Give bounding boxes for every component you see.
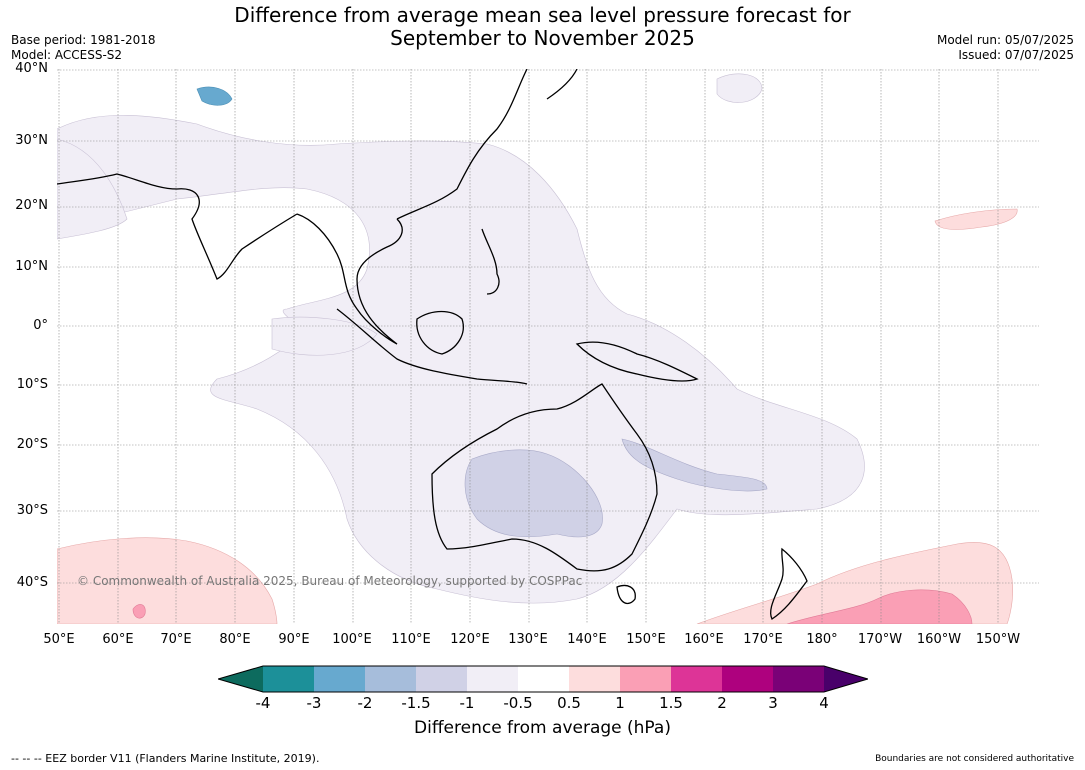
colorbar-tick: 2: [717, 694, 727, 712]
colorbar-swatch: [671, 666, 722, 692]
colorbar-tick: 4: [819, 694, 829, 712]
coastline-philippines: [481, 228, 500, 295]
lon-label: 60°E: [102, 632, 134, 647]
coastline-china: [396, 69, 528, 220]
lon-label: 150°W: [975, 632, 1021, 647]
colorbar-tick: 1: [615, 694, 625, 712]
colorbar-swatch: [773, 666, 824, 692]
lat-label: 30°S: [16, 503, 48, 518]
lon-label: 50°E: [43, 632, 75, 647]
lon-label: 80°E: [219, 632, 251, 647]
colorbar-label: Difference from average (hPa): [414, 718, 671, 738]
colorbar-swatch: [263, 666, 314, 692]
anomaly-negative-light-patch-india: [57, 138, 128, 240]
colorbar-swatch: [365, 666, 416, 692]
lon-label: 110°E: [391, 632, 431, 647]
coastlines: [57, 69, 808, 620]
model-run: Model run: 05/07/2025: [936, 33, 1074, 47]
anomaly-negative-strong-himalaya: [196, 86, 233, 106]
lon-label: 90°E: [278, 632, 310, 647]
colorbar-tick: -3: [306, 694, 322, 712]
title-line-2: September to November 2025: [390, 26, 695, 50]
gridlines: [57, 69, 1039, 624]
anomaly-shading: [57, 73, 1018, 624]
anomaly-positive-light-hawaii: [934, 208, 1018, 230]
anomaly-negative-light-region: [57, 115, 865, 604]
colorbar-swatch: [518, 666, 569, 692]
lat-label: 10°S: [16, 377, 48, 392]
anomaly-positive-mid-southwest-dot: [132, 604, 146, 619]
lon-label: 70°E: [160, 632, 192, 647]
anomaly-positive-light-southwest: [57, 537, 278, 624]
colorbar-swatch: [416, 666, 467, 692]
colorbar-tick: -0.5: [503, 694, 533, 712]
lat-label: 20°S: [16, 437, 48, 452]
anomaly-negative-mid-coral-sea: [621, 438, 768, 492]
colorbar-tick: -1: [459, 694, 475, 712]
lat-label: 20°N: [15, 198, 48, 213]
model-name: Model: ACCESS-S2: [11, 48, 123, 62]
coastline-india: [57, 173, 298, 280]
lon-label: 160°E: [684, 632, 724, 647]
lon-label: 100°E: [332, 632, 372, 647]
colorbar-tick: -1.5: [401, 694, 431, 712]
coastline-southeast-asia: [296, 213, 403, 345]
lon-label: 130°E: [508, 632, 548, 647]
lon-label: 160°W: [916, 632, 962, 647]
lat-label: 0°: [33, 318, 48, 333]
colorbar-swatch: [314, 666, 365, 692]
lat-label: 10°N: [15, 259, 48, 274]
coastline-new-guinea: [575, 341, 699, 382]
coastline-australia: [431, 383, 658, 572]
colorbar-tick: -2: [357, 694, 373, 712]
anomaly-negative-light-patch-indian-ocean: [271, 316, 378, 356]
coastline-borneo: [416, 310, 464, 355]
coastline-new-zealand: [770, 547, 808, 620]
colorbar-tick: 1.5: [659, 694, 683, 712]
boundaries-disclaimer: Boundaries are not considered authoritat…: [875, 754, 1074, 764]
lon-label: 170°E: [743, 632, 783, 647]
eez-border-note: -- -- -- EEZ border V11 (Flanders Marine…: [11, 752, 320, 765]
colorbar-swatch: [722, 666, 773, 692]
coastline-tasmania: [616, 584, 636, 605]
model-info: Base period: 1981-2018 Model: ACCESS-S2: [11, 33, 156, 63]
colorbar-swatch: [569, 666, 620, 692]
map-title: Difference from average mean sea level p…: [0, 4, 1085, 50]
title-line-1: Difference from average mean sea level p…: [234, 3, 851, 27]
colorbar-tick: -4: [255, 694, 271, 712]
copyright-notice: © Commonwealth of Australia 2025, Bureau…: [77, 574, 583, 588]
base-period: Base period: 1981-2018: [11, 33, 156, 47]
issued-date: Issued: 07/07/2025: [958, 48, 1074, 62]
anomaly-positive-mid-southeast: [786, 589, 973, 624]
lon-label: 170°W: [857, 632, 903, 647]
coastline-sumatra-java: [336, 308, 528, 385]
run-info: Model run: 05/07/2025 Issued: 07/07/2025: [937, 33, 1074, 63]
lat-label: 30°N: [15, 133, 48, 148]
colorbar-tick: 0.5: [557, 694, 581, 712]
colorbar-swatch: [620, 666, 671, 692]
lon-label: 120°E: [450, 632, 490, 647]
lon-label: 140°E: [567, 632, 607, 647]
anomaly-negative-mid-australia: [464, 449, 603, 538]
lon-label: 180°: [806, 632, 838, 647]
lon-label: 150°E: [626, 632, 666, 647]
colorbar-outline: [218, 665, 868, 693]
colorbar: [218, 665, 868, 693]
map-canvas: [57, 69, 1039, 624]
lat-label: 40°S: [16, 575, 48, 590]
colorbar-swatch: [467, 666, 518, 692]
anomaly-negative-light-patch-north: [716, 73, 763, 103]
lat-label: 40°N: [15, 61, 48, 76]
coastline-japan: [546, 69, 578, 100]
colorbar-tick: 3: [768, 694, 778, 712]
colorbar-under-triangle: [218, 666, 263, 692]
map-panel: [57, 69, 1039, 624]
colorbar-over-triangle: [824, 666, 868, 692]
